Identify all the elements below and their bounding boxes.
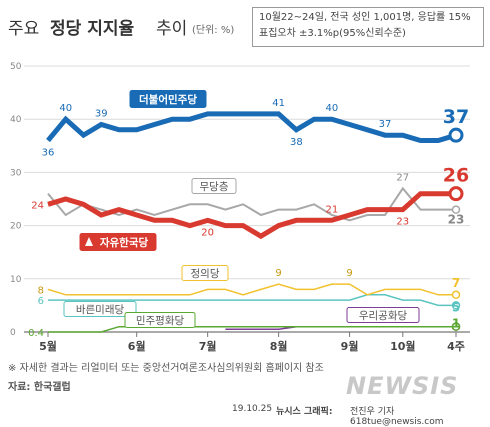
- title-tail: 추이: [156, 19, 187, 39]
- data-label-1-1: 20: [201, 227, 214, 238]
- data-label-0-2: 39: [95, 109, 108, 120]
- series-tag-label-6: 우리공화당: [359, 310, 408, 322]
- series-end-marker-2: [451, 205, 461, 214]
- series-tag-label-5: 민주평화당: [136, 315, 185, 327]
- survey-note: 10월22~24일, 전국 성인 1,001명, 응답률 15% 표집오차 ±3…: [252, 7, 484, 47]
- data-label-3-0: 8: [38, 285, 44, 296]
- series-line-1: [47, 191, 456, 240]
- series-tag-box-3: [181, 265, 229, 281]
- y-tick-50: 50: [10, 62, 22, 72]
- series-tag-label-4: 바른미래당: [76, 304, 125, 316]
- series-end-label-2: 23: [448, 213, 465, 227]
- survey-note-line1: 10월22~24일, 전국 성인 1,001명, 응답률 15%: [259, 12, 471, 23]
- x-axis: 5월 6월 7월 8월 9월 10월 4주: [39, 332, 465, 353]
- series-tag-label-1: 자유한국당: [100, 236, 149, 249]
- series-group: [46, 111, 464, 333]
- newsis-watermark: NEWSIS: [346, 372, 459, 400]
- y-tick-0: 0: [10, 328, 16, 338]
- data-label-2-0: 27: [396, 172, 409, 183]
- x-tick-label-4: 9월: [341, 339, 359, 353]
- series-end-label-1: 26: [443, 165, 469, 187]
- y-tick-20: 20: [10, 222, 22, 232]
- unit-label: (단위: %): [192, 23, 234, 36]
- credit-author: 전진우 기자 618tue@newsis.com: [350, 407, 444, 427]
- series-tag-box-2: [191, 178, 237, 194]
- data-label-1-0: 24: [31, 200, 44, 211]
- series-tag-label-2: 무당층: [200, 181, 229, 193]
- y-tick-40: 40: [10, 115, 22, 125]
- data-label-0-3: 41: [272, 98, 285, 109]
- disclaimer: ※ 자세한 결과는 리얼미터 또는 중앙선거여론조사심의위원회 홈페이지 참조: [8, 363, 324, 374]
- title-plain: 주요: [8, 19, 39, 39]
- series-end-label-0: 37: [443, 106, 469, 128]
- data-label-3-2: 9: [346, 268, 352, 279]
- credit-date: 19.10.25: [232, 404, 273, 414]
- data-label-0-5: 40: [325, 103, 338, 114]
- data-label-0-6: 37: [379, 119, 392, 130]
- data-label-0-4: 38: [290, 137, 303, 148]
- series-tag-label-0: 더불어민주당: [139, 93, 197, 106]
- source: 자료: 한국갤럽: [8, 382, 71, 393]
- x-tick-label-1: 6월: [128, 339, 146, 353]
- credit-agency: 뉴시스 그래픽:: [276, 407, 333, 417]
- series-line-4: [48, 294, 456, 307]
- series-line-3: [47, 283, 456, 296]
- series-line-5: [48, 325, 456, 333]
- data-label-5-0: 0.4: [28, 328, 44, 339]
- series-end-marker-4: [451, 301, 461, 310]
- series-tag-label-3: 정의당: [191, 268, 220, 280]
- series-end-label-5: 1: [452, 317, 460, 331]
- series-end-label-4: 5: [452, 300, 460, 314]
- data-label-0-1: 40: [59, 103, 72, 114]
- data-label-1-3: 23: [396, 217, 409, 228]
- series-end-marker-1: [448, 186, 464, 202]
- series-end-marker-5: [451, 322, 461, 331]
- data-label-3-1: 9: [275, 268, 281, 279]
- series-end-label-3: 7: [452, 276, 460, 290]
- data-label-4-0: 6: [38, 296, 44, 307]
- torch-icon: [85, 237, 93, 246]
- data-label-1-2: 21: [325, 204, 338, 215]
- x-tick-label-6: 4주: [447, 340, 465, 353]
- series-line-2: [47, 186, 456, 222]
- series-tag-box-6: [346, 307, 420, 323]
- series-tag-box-5: [124, 312, 196, 328]
- title-bold: 정당 지지율: [50, 19, 134, 39]
- x-tick-label-5: 10월: [390, 339, 415, 353]
- series-end-marker-0: [448, 127, 464, 143]
- data-label-0-0: 36: [42, 147, 55, 158]
- survey-note-line2: 표집오차 ±3.1%p(95%신뢰수준): [259, 28, 406, 39]
- x-tick-label-2: 7월: [199, 339, 217, 353]
- y-tick-30: 30: [10, 168, 22, 178]
- series-line-0: [46, 111, 457, 143]
- x-tick-label-0: 5월: [39, 339, 57, 353]
- series-tag-box-0: [129, 90, 207, 108]
- series-end-marker-3: [451, 290, 461, 300]
- y-tick-10: 10: [10, 275, 22, 285]
- grid: 0 10 20 30 40 50: [10, 62, 470, 338]
- series-tag-box-1: [79, 233, 157, 251]
- data-labels: 10.4567789923272624202123373640394138403…: [28, 98, 469, 339]
- x-tick-label-3: 8월: [270, 339, 288, 353]
- series-tag-box-4: [63, 301, 137, 317]
